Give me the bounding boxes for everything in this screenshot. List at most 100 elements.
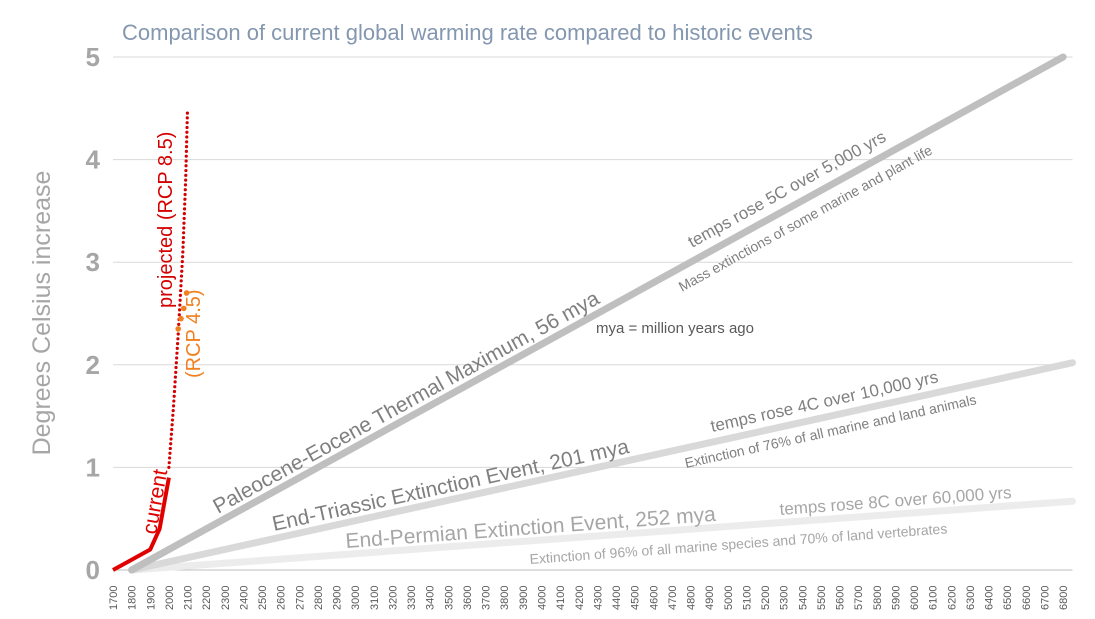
x-tick-label: 3600 bbox=[462, 586, 474, 610]
x-tick-label: 6800 bbox=[1058, 586, 1070, 610]
rcp45-dot bbox=[178, 315, 184, 322]
x-tick-label: 5800 bbox=[872, 586, 884, 610]
rcp85-dot bbox=[170, 418, 175, 422]
rcp85-dot bbox=[184, 149, 189, 153]
rcp85-dot bbox=[177, 308, 182, 312]
y-tick-label: 5 bbox=[86, 42, 100, 72]
rcp85-dot bbox=[181, 245, 185, 249]
rcp85-dot bbox=[174, 365, 178, 370]
rcp85-dot bbox=[176, 337, 180, 341]
x-tick-label: 5100 bbox=[741, 586, 753, 610]
x-tick-label: 5900 bbox=[890, 586, 902, 610]
rcp85-dot bbox=[180, 259, 184, 264]
series-line-5 bbox=[128, 497, 1076, 574]
x-tick-label: 3300 bbox=[406, 586, 418, 610]
y-tick-label: 0 bbox=[86, 555, 100, 585]
rcp85-dot bbox=[174, 361, 178, 365]
rcp85-dot bbox=[185, 125, 189, 130]
x-tick-label: 6000 bbox=[909, 586, 921, 610]
rcp85-dot bbox=[183, 197, 187, 201]
rcp85-dot bbox=[185, 121, 189, 125]
rcp85-dot bbox=[167, 465, 171, 469]
rcp85-dot bbox=[180, 264, 184, 269]
rcp85-dot bbox=[179, 288, 183, 293]
rcp85-dot bbox=[175, 341, 180, 346]
rcp85-dot bbox=[184, 145, 189, 149]
x-tick-label: 2900 bbox=[332, 586, 344, 610]
rcp85-dot bbox=[185, 111, 189, 115]
x-tick-label: 1800 bbox=[127, 586, 139, 610]
rcp85-dot bbox=[179, 274, 184, 278]
x-tick-label: 4300 bbox=[592, 586, 604, 610]
mya-note: mya = million years ago bbox=[596, 320, 754, 337]
rcp85-dot bbox=[170, 423, 174, 427]
rcp85-dot bbox=[171, 404, 176, 408]
series-line-4 bbox=[128, 359, 1076, 574]
current-label: current bbox=[138, 467, 172, 536]
rcp85-label: projected (RCP 8.5) bbox=[155, 132, 177, 308]
rcp85-dot bbox=[184, 168, 188, 173]
rcp45-dot bbox=[180, 305, 187, 312]
x-tick-label: 3900 bbox=[518, 586, 530, 610]
x-tick-label: 5500 bbox=[816, 586, 828, 610]
x-tick-label: 6600 bbox=[1021, 586, 1033, 610]
rcp85-dot bbox=[171, 408, 175, 413]
x-tick-label: 3100 bbox=[369, 586, 381, 610]
rcp85-dot bbox=[173, 385, 177, 389]
x-tick-label: 6100 bbox=[928, 586, 940, 610]
x-tick-label: 6500 bbox=[1002, 586, 1014, 610]
rcp85-dot bbox=[168, 446, 172, 451]
rcp85-dot bbox=[169, 442, 173, 446]
x-tick-label: 5400 bbox=[797, 586, 809, 610]
x-tick-label: 5000 bbox=[723, 586, 735, 610]
x-tick-label: 4700 bbox=[667, 586, 679, 610]
x-tick-label: 6300 bbox=[965, 586, 977, 610]
rcp85-dot bbox=[169, 432, 173, 436]
rcp85-dot bbox=[168, 451, 172, 455]
x-tick-label: 4600 bbox=[648, 586, 660, 610]
rcp85-dot bbox=[183, 188, 187, 192]
rcp85-dot bbox=[183, 183, 188, 187]
rcp85-dot bbox=[182, 226, 186, 230]
rcp85-dot bbox=[182, 221, 186, 225]
rcp85-dot bbox=[182, 207, 187, 211]
x-tick-label: 3800 bbox=[499, 586, 511, 610]
rcp85-dot bbox=[184, 178, 188, 182]
rcp85-dot bbox=[178, 293, 182, 297]
x-tick-label: 2300 bbox=[220, 586, 232, 610]
x-tick-label: 3700 bbox=[481, 586, 493, 610]
x-tick-label: 1900 bbox=[145, 586, 157, 610]
rcp85-dot bbox=[185, 135, 189, 139]
rcp85-dot bbox=[174, 370, 178, 374]
rcp85-dot bbox=[167, 461, 171, 465]
rcp85-dot bbox=[184, 173, 188, 177]
rcp85-dot bbox=[183, 192, 187, 197]
x-tick-label: 3500 bbox=[443, 586, 455, 610]
series-line-3 bbox=[128, 53, 1067, 574]
rcp85-dot bbox=[173, 380, 177, 384]
rcp85-dot bbox=[169, 437, 173, 441]
y-tick-label: 3 bbox=[86, 247, 100, 277]
y-tick-label: 1 bbox=[86, 452, 100, 482]
rcp85-dot bbox=[184, 164, 188, 168]
rcp85-dot bbox=[177, 322, 181, 326]
rcp45-dot bbox=[183, 290, 190, 296]
y-tick-label: 2 bbox=[86, 350, 100, 380]
y-axis-label: Degrees Celsius increase bbox=[28, 171, 56, 456]
x-tick-label: 5600 bbox=[835, 586, 847, 610]
x-tick-label: 4400 bbox=[611, 586, 623, 610]
rcp45-dot bbox=[175, 326, 182, 332]
rcp85-dot bbox=[180, 269, 184, 273]
x-tick-label: 6400 bbox=[984, 586, 996, 610]
series-line-current bbox=[112, 477, 171, 572]
x-tick-label: 3400 bbox=[425, 586, 437, 610]
rcp85-dot bbox=[182, 216, 186, 221]
x-tick-label: 4800 bbox=[686, 586, 698, 610]
x-tick-label: 2600 bbox=[276, 586, 288, 610]
rcp85-dot bbox=[177, 313, 181, 317]
rcp85-dot bbox=[181, 250, 185, 254]
rcp85-dot bbox=[175, 356, 179, 360]
rcp85-dot bbox=[185, 130, 189, 134]
